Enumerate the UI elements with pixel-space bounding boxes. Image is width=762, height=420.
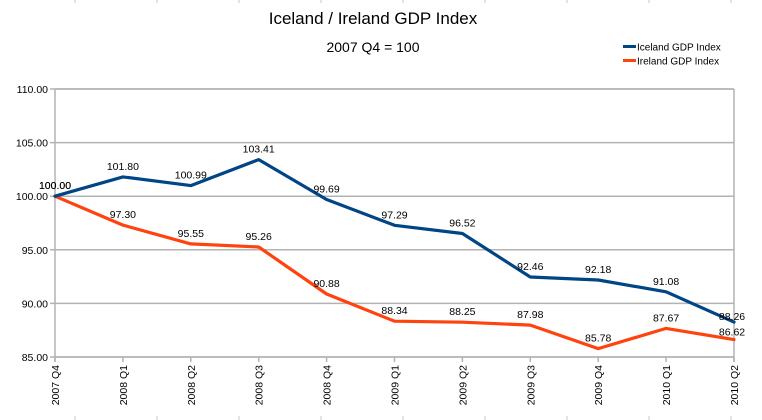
data-label-iceland: 96.52 bbox=[449, 218, 475, 230]
x-tick-label: 2007 Q4 bbox=[50, 365, 62, 405]
data-label-iceland: 100.99 bbox=[175, 170, 207, 182]
y-tick-label: 110.00 bbox=[17, 84, 48, 96]
data-label-ireland: 88.25 bbox=[449, 306, 475, 318]
data-label-iceland: 97.29 bbox=[381, 209, 407, 221]
legend-swatch-iceland bbox=[623, 45, 636, 48]
data-label-ireland: 88.34 bbox=[381, 305, 407, 317]
series-line-ireland bbox=[53, 194, 736, 351]
x-tick-label: 2010 Q2 bbox=[729, 365, 741, 405]
data-label-ireland: 87.98 bbox=[517, 309, 543, 321]
series-line-iceland bbox=[53, 158, 736, 324]
chart-subtitle: 2007 Q4 = 100 bbox=[326, 39, 419, 55]
data-label-ireland: 97.30 bbox=[110, 209, 136, 221]
x-tick-label: 2009 Q4 bbox=[593, 365, 605, 405]
y-tick-label: 90.00 bbox=[22, 298, 48, 310]
data-label-iceland: 101.80 bbox=[107, 161, 139, 173]
data-label-iceland: 91.08 bbox=[653, 276, 679, 288]
x-axis: 2007 Q4 2008 Q1 2008 Q2 2008 Q3 2008 Q4 2009 … bbox=[50, 357, 741, 405]
y-tick-label: 105.00 bbox=[16, 138, 48, 150]
x-tick-label: 2009 Q3 bbox=[525, 365, 537, 405]
x-tick-label: 2008 Q2 bbox=[186, 365, 198, 405]
data-labels: 100.00 101.80 100.99 103.41 99.69 97.29 96.52 9… bbox=[39, 144, 745, 345]
data-label-ireland: 95.26 bbox=[246, 231, 272, 243]
data-label-ireland: 95.55 bbox=[178, 228, 204, 240]
legend-item-iceland: Iceland GDP Index bbox=[623, 43, 721, 54]
legend-swatch-ireland bbox=[623, 59, 636, 62]
legend: Iceland GDP Index Ireland GDP Index bbox=[623, 43, 721, 68]
y-tick-label: 85.00 bbox=[22, 352, 48, 364]
data-label-iceland: 99.69 bbox=[313, 184, 339, 196]
data-label-ireland: 90.88 bbox=[313, 278, 339, 290]
x-tick-label: 2008 Q3 bbox=[254, 365, 266, 405]
data-label-iceland: 88.26 bbox=[719, 311, 745, 323]
x-tick-label: 2008 Q4 bbox=[322, 365, 334, 405]
data-label-ireland: 100.00 bbox=[39, 180, 71, 192]
legend-label-ireland: Ireland GDP Index bbox=[637, 57, 719, 68]
data-label-ireland: 87.67 bbox=[653, 312, 679, 324]
x-tick-label: 2010 Q1 bbox=[661, 365, 673, 405]
y-tick-label: 100.00 bbox=[16, 191, 48, 203]
data-label-ireland: 85.78 bbox=[585, 333, 611, 345]
data-label-iceland: 92.18 bbox=[585, 264, 611, 276]
legend-item-ireland: Ireland GDP Index bbox=[623, 57, 719, 68]
y-tick-label: 95.00 bbox=[22, 245, 48, 257]
x-tick-label: 2009 Q1 bbox=[390, 365, 402, 405]
data-label-ireland: 86.62 bbox=[719, 327, 745, 339]
legend-label-iceland: Iceland GDP Index bbox=[637, 43, 721, 54]
series-lines bbox=[53, 158, 736, 351]
x-tick-label: 2009 Q2 bbox=[457, 365, 469, 405]
chart-title: Iceland / Ireland GDP Index bbox=[269, 9, 478, 28]
data-label-iceland: 100.00 bbox=[39, 180, 71, 192]
x-tick-label: 2008 Q1 bbox=[118, 365, 130, 405]
data-label-iceland: 103.41 bbox=[243, 144, 275, 156]
cell-boundary-marks bbox=[74, 0, 732, 420]
data-label-iceland: 92.46 bbox=[517, 261, 543, 273]
y-axis: 85.00 90.00 95.00 100.00 105.00 110.00 bbox=[16, 84, 48, 364]
plot-frame bbox=[54, 88, 735, 362]
